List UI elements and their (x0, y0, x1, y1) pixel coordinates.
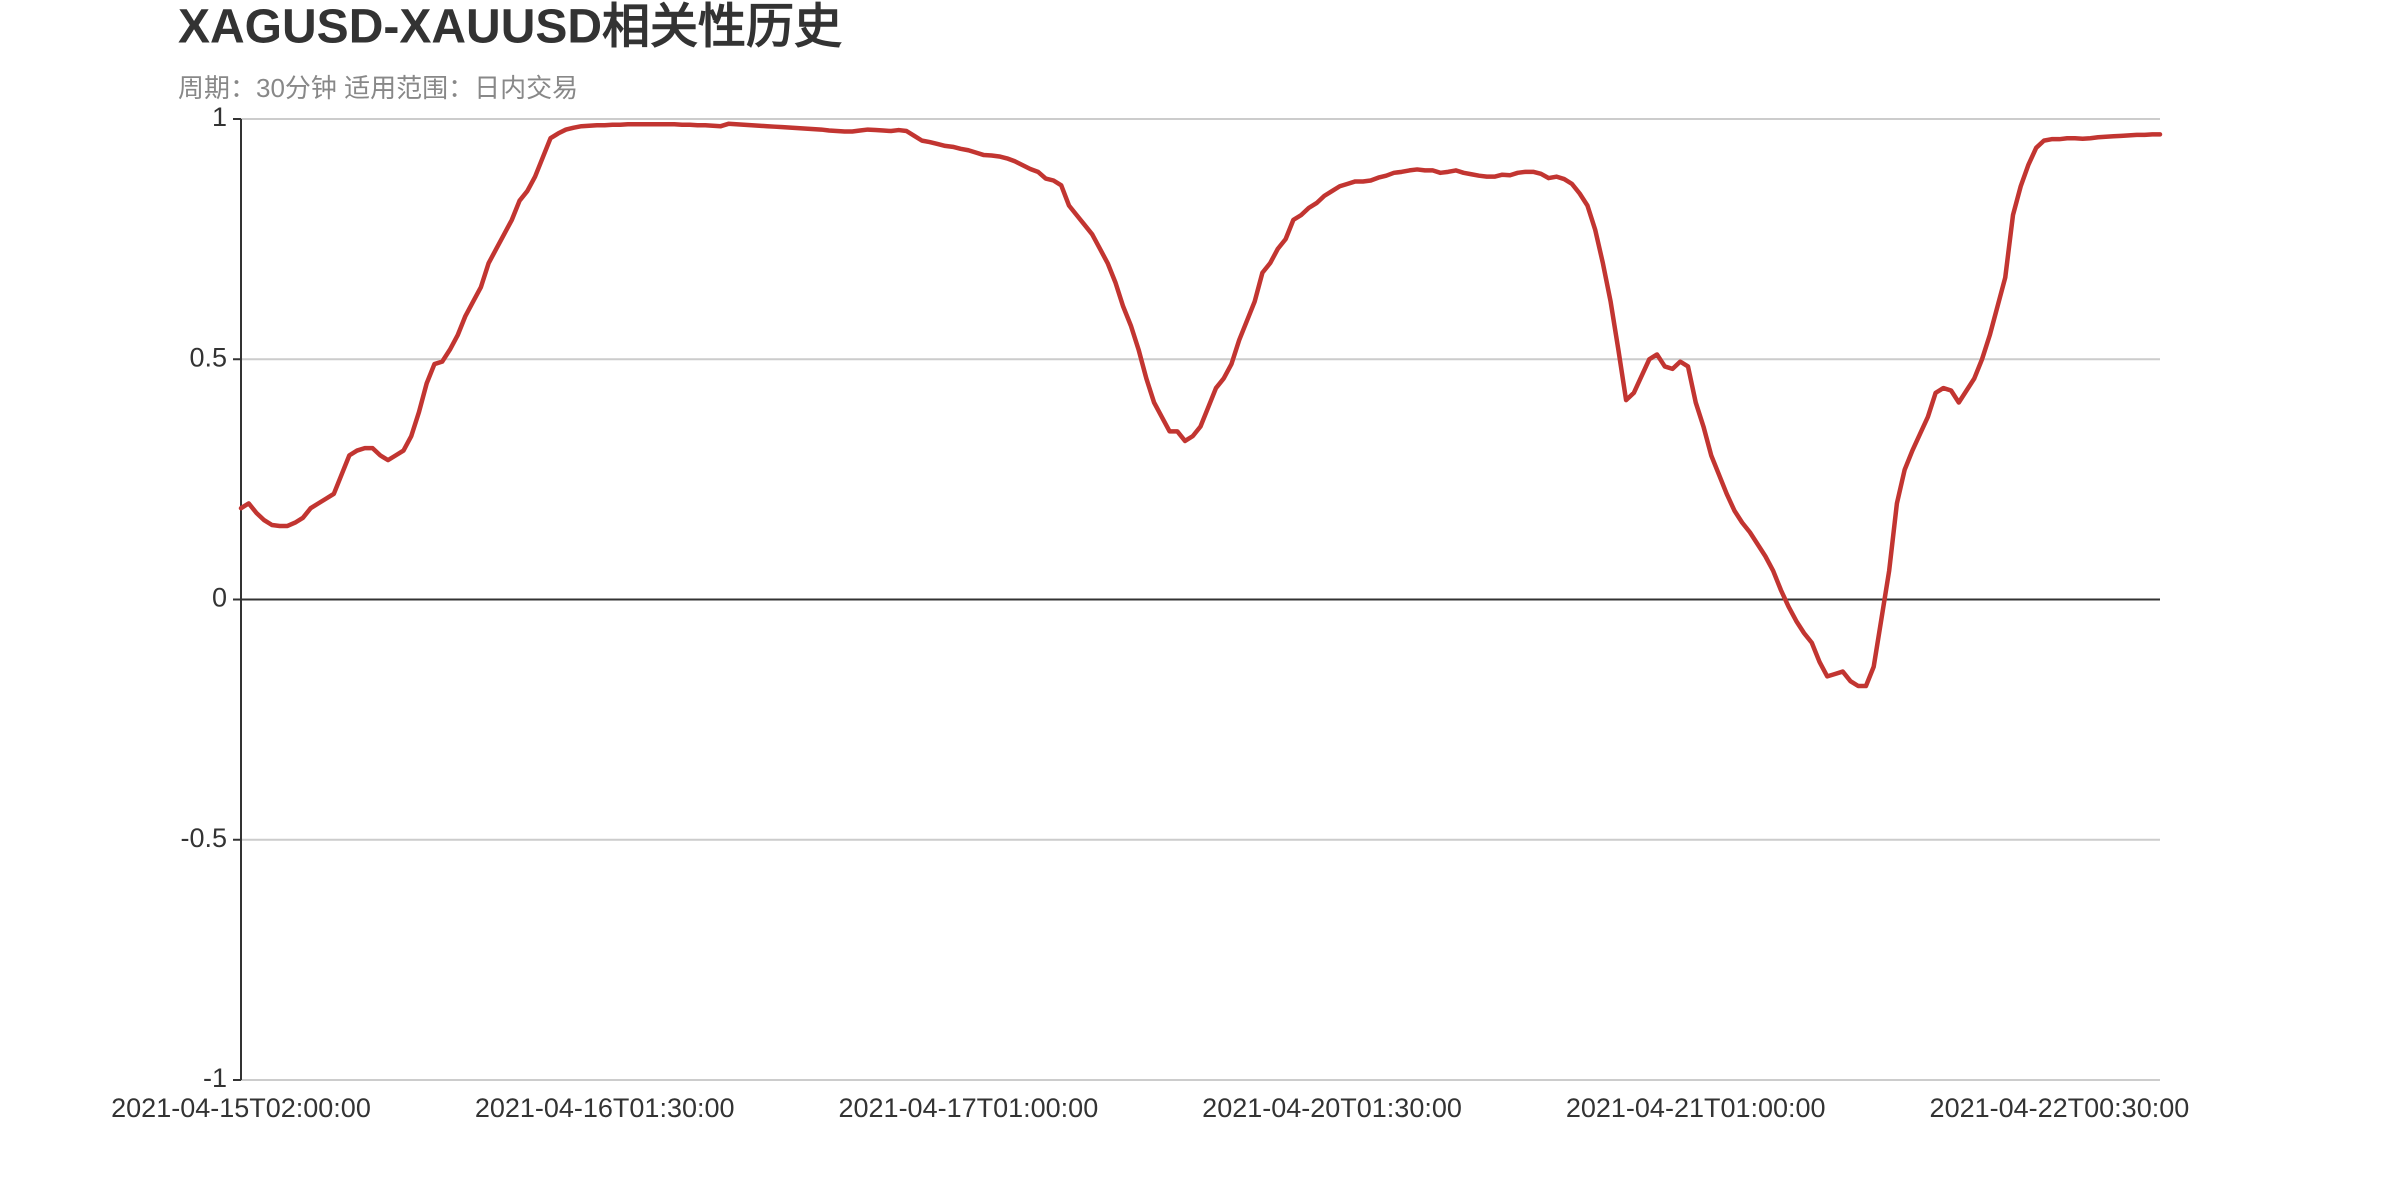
y-tick-label: -1 (203, 1063, 227, 1093)
y-tick-label: 0.5 (189, 342, 227, 372)
x-tick-label: 2021-04-15T02:00:00 (111, 1093, 371, 1123)
x-tick-label: 2021-04-16T01:30:00 (475, 1093, 735, 1123)
chart-subtitle: 周期：30分钟 适用范围：日内交易 (178, 73, 578, 103)
y-tick-label: 1 (212, 102, 227, 132)
x-tick-label: 2021-04-21T01:00:00 (1566, 1093, 1826, 1123)
y-tick-label: -0.5 (180, 823, 227, 853)
x-tick-label: 2021-04-20T01:30:00 (1202, 1093, 1462, 1123)
x-tick-label: 2021-04-17T01:00:00 (839, 1093, 1099, 1123)
data-line (238, 121, 2163, 689)
chart-title: XAGUSD-XAUUSD相关性历史 (178, 1, 842, 54)
y-tick-label: 0 (212, 583, 227, 613)
x-tick-label: 2021-04-22T00:30:00 (1930, 1093, 2190, 1123)
